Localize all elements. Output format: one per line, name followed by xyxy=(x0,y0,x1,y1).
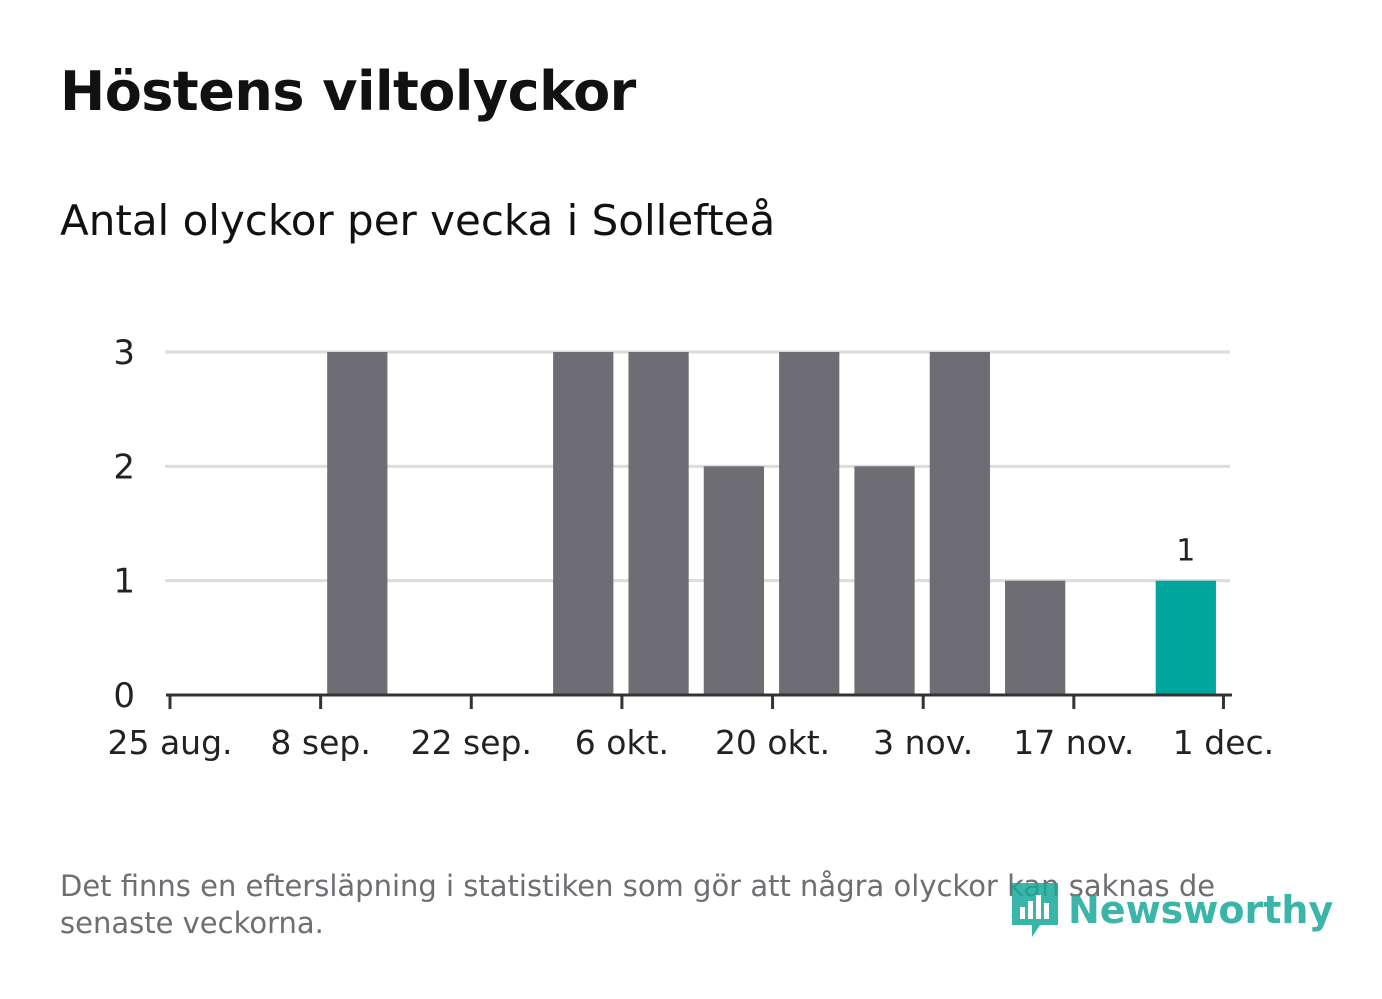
newsworthy-logo: Newsworthy xyxy=(1010,878,1333,942)
x-tick-label: 1 dec. xyxy=(1173,723,1274,762)
x-tick-label: 17 nov. xyxy=(1013,723,1134,762)
x-axis-labels: 25 aug. 8 sep. 22 sep. 6 okt. 20 okt. 3 nov. 1… xyxy=(107,723,1274,762)
bar-highlight xyxy=(1155,580,1216,695)
bar xyxy=(628,352,689,695)
x-axis xyxy=(166,693,1232,709)
bar xyxy=(327,352,388,695)
logo-text: Newsworthy xyxy=(1068,888,1334,932)
x-tick-label: 22 sep. xyxy=(411,723,532,762)
bar xyxy=(929,352,990,695)
y-tick-label: 1 xyxy=(113,562,135,602)
x-tick-label: 6 okt. xyxy=(575,723,669,762)
x-tick-label: 25 aug. xyxy=(107,723,232,762)
chart-title: Höstens viltolyckor xyxy=(60,60,636,123)
bar xyxy=(703,466,765,695)
bar xyxy=(553,352,614,695)
x-tick-label: 20 okt. xyxy=(715,723,830,762)
bars xyxy=(327,352,1216,695)
y-tick-label: 2 xyxy=(113,447,135,487)
data-label: 1 xyxy=(1176,534,1195,569)
x-tick-label: 8 sep. xyxy=(270,723,370,762)
data-labels: 1 xyxy=(1176,534,1195,569)
chart-subtitle: Antal olyckor per vecka i Sollefteå xyxy=(60,196,776,245)
bar xyxy=(1005,580,1066,695)
y-tick-label: 0 xyxy=(113,676,135,716)
newsworthy-logo-icon xyxy=(1012,883,1058,937)
y-tick-label: 3 xyxy=(113,333,135,373)
y-axis-labels: 0 1 2 3 xyxy=(113,333,135,716)
x-tick-label: 3 nov. xyxy=(873,723,973,762)
bar xyxy=(779,352,840,695)
gridlines xyxy=(165,350,1230,583)
bar xyxy=(854,466,915,695)
